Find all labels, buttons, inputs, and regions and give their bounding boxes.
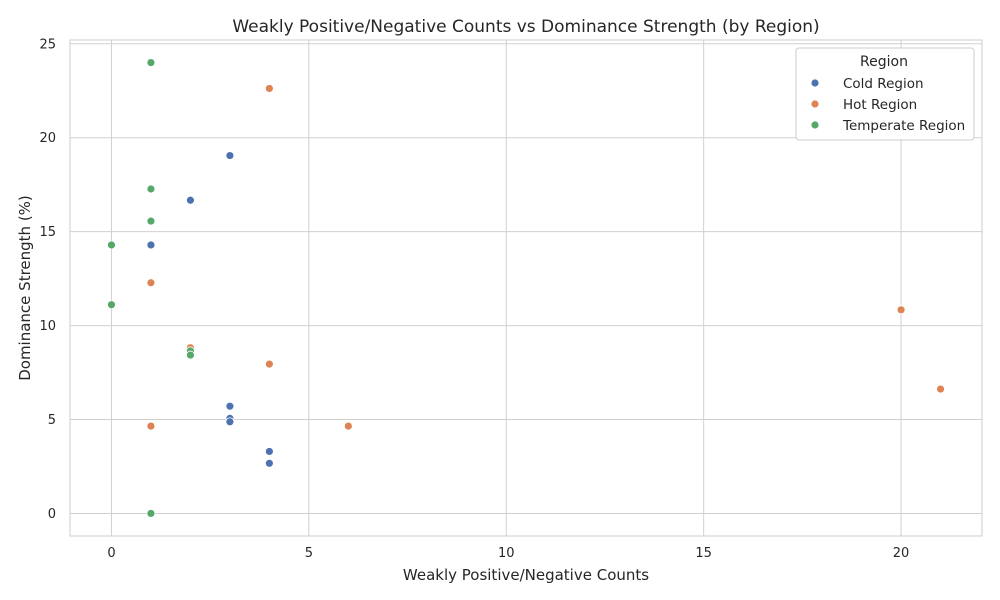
scatter-point: [146, 58, 156, 67]
y-tick-label: 15: [39, 225, 56, 240]
x-tick-label: 15: [695, 546, 712, 561]
x-tick-label: 10: [498, 546, 515, 561]
y-tick-label: 20: [39, 131, 56, 146]
legend-marker: [810, 78, 820, 88]
scatter-point: [107, 300, 116, 310]
legend-marker: [810, 120, 820, 130]
legend-label: Hot Region: [843, 97, 917, 113]
y-axis-label: Dominance Strength (%): [16, 195, 34, 381]
scatter-point: [264, 84, 274, 93]
legend-box: [795, 47, 975, 141]
legend-label: Temperate Region: [842, 118, 965, 134]
x-tick-label: 5: [305, 546, 313, 561]
x-axis-label: Weakly Positive/Negative Counts: [403, 566, 649, 584]
x-tick-labels: 0 5 10 15 20: [107, 546, 909, 561]
legend: Region Cold Region Hot Region Temperate Re…: [795, 47, 975, 141]
y-tick-label: 0: [48, 507, 56, 522]
legend-title: Region: [860, 54, 908, 70]
y-tick-label: 5: [48, 413, 56, 428]
scatter-point: [264, 447, 274, 456]
scatter-point: [225, 417, 235, 427]
scatter-point: [896, 305, 906, 315]
legend-marker: [810, 99, 820, 109]
chart-title: Weakly Positive/Negative Counts vs Domin…: [232, 17, 819, 37]
scatter-point: [146, 184, 156, 194]
scatter-point: [146, 278, 156, 288]
scatter-point: [264, 458, 274, 468]
scatter-point: [264, 359, 274, 369]
y-tick-labels: 0 5 10 15 20 25: [39, 37, 56, 522]
scatter-point: [936, 384, 945, 394]
scatter-point: [107, 240, 116, 250]
scatter-point: [343, 421, 353, 431]
scatter-point: [146, 421, 156, 431]
scatter-point: [146, 509, 156, 518]
scatter-point: [186, 195, 195, 205]
data-points: [107, 58, 945, 518]
scatter-point: [186, 350, 195, 360]
x-tick-label: 20: [893, 546, 910, 561]
legend-label: Cold Region: [843, 76, 924, 92]
y-tick-label: 25: [39, 37, 56, 52]
x-tick-label: 0: [107, 546, 115, 561]
scatter-point: [146, 216, 156, 226]
scatter-point: [225, 401, 235, 411]
plot-frame: [69, 39, 983, 537]
legend-items: Cold Region Hot Region Temperate Region: [810, 76, 965, 134]
scatter-point: [146, 240, 156, 250]
scatter-point: [225, 151, 235, 160]
y-tick-label: 10: [39, 319, 56, 334]
